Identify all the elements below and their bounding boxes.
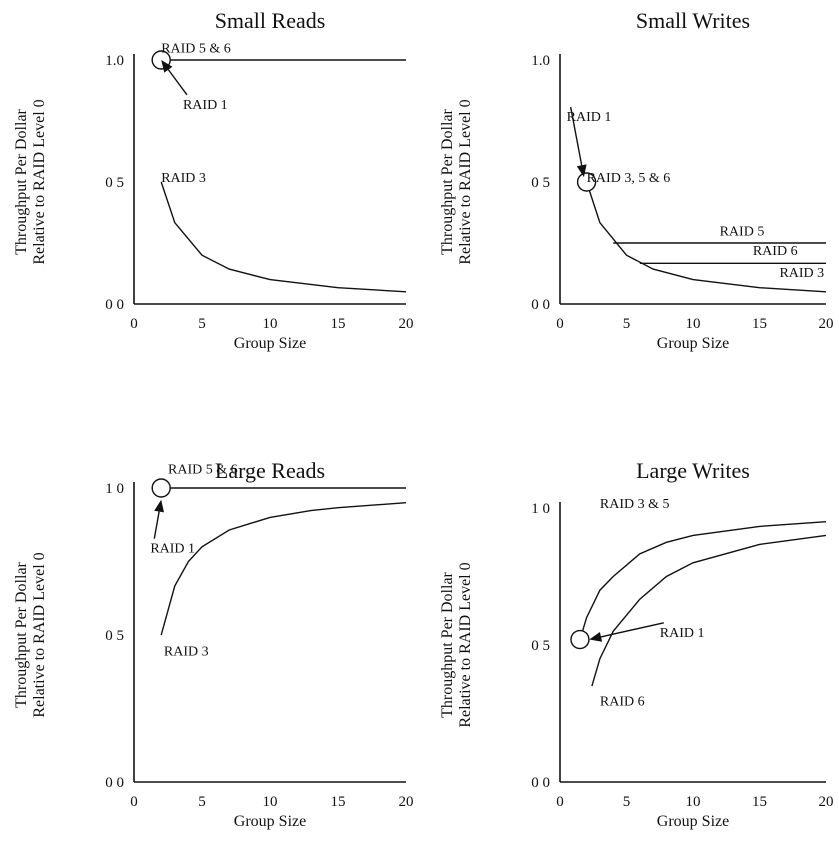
small-reads-chart: Small Reads 0 5 10 15 20 0 0 0 5 1.0 Group Size Th… [13,8,414,352]
chart-title: Large Reads [215,458,325,483]
annotation-arrow-line [600,622,664,638]
annotation-label: RAID 3 [779,266,824,281]
chart-title: Small Writes [636,8,750,33]
annotation-label: RAID 6 [753,244,798,259]
series-line-raid-3-5 [579,521,827,640]
annotation-arrow-head [576,164,587,178]
annotation-label: RAID 5 & 6 [161,42,231,57]
x-tick-label: 15 [331,794,346,810]
y-axis-label-line-2: Relative to RAID Level 0 [457,99,474,264]
x-tick-label: 5 [198,794,206,810]
y-axis-label-line-1: Throughput Per Dollar [13,108,30,254]
x-tick-label: 10 [263,316,278,332]
y-axis-label-line-2: Relative to RAID Level 0 [31,552,48,717]
y-tick-label: 0 0 [105,775,124,791]
x-tick-label: 20 [399,794,414,810]
x-tick-label: 0 [556,316,564,332]
y-tick-label: 0 5 [531,175,550,191]
x-tick-label: 0 [556,794,564,810]
y-tick-label: 1 0 [105,481,124,497]
small-writes-chart: Small Writes 0 5 10 15 20 0 0 0 5 1.0 Group Size T… [439,8,834,352]
y-tick-label: 0 0 [531,775,550,791]
x-tick-label: 10 [686,316,701,332]
y-tick-label: 0 5 [531,638,550,654]
annotation-label: RAID 1 [567,110,612,125]
x-tick-label: 5 [623,794,631,810]
x-tick-label: 20 [819,794,834,810]
y-tick-label: 1 0 [531,501,550,517]
x-tick-label: 10 [686,794,701,810]
series-line-raid-3 [160,502,407,636]
x-tick-label: 10 [263,794,278,810]
annotation-label: RAID 5 [720,225,765,240]
annotation-label: RAID 1 [150,542,195,557]
x-axis-label: Group Size [657,813,729,830]
x-tick-label: 15 [752,316,767,332]
x-axis-label: Group Size [657,335,729,352]
x-tick-label: 20 [399,316,414,332]
chart-title: Small Reads [215,8,326,33]
annotation-arrow-line [153,511,160,539]
y-tick-label: 1.0 [105,53,124,69]
y-axis-label-line-1: Throughput Per Dollar [13,561,30,707]
annotation-arrow-head [154,499,164,513]
x-tick-label: 5 [198,316,206,332]
annotation-arrow-head [589,632,603,642]
x-axis-label: Group Size [234,813,306,830]
annotation-arrow-line [569,106,583,166]
x-tick-label: 15 [331,316,346,332]
y-axis-label-line-2: Relative to RAID Level 0 [31,99,48,264]
annotation-label: RAID 3 & 5 [600,497,670,512]
annotation-label: RAID 1 [183,98,228,113]
series-line-raid-3 [585,181,827,293]
y-tick-label: 0 5 [105,175,124,191]
y-tick-label: 0 0 [531,297,550,313]
raid-1-marker [151,478,171,498]
x-tick-label: 15 [752,794,767,810]
annotation-label: RAID 3 [161,171,206,186]
y-tick-label: 0 0 [105,297,124,313]
annotation-label: RAID 5 & 6 [168,462,238,477]
y-axis-label-line-2: Relative to RAID Level 0 [457,562,474,727]
x-tick-label: 5 [623,316,631,332]
y-axis-label-line-1: Throughput Per Dollar [439,571,456,717]
annotation-arrow-head [161,60,173,73]
x-axis-label: Group Size [234,335,306,352]
series-line-raid-6 [591,534,827,687]
y-tick-label: 1.0 [531,53,550,69]
annotation-label: RAID 3, 5 & 6 [587,171,671,186]
raid-1-marker [576,172,597,192]
y-tick-label: 0 5 [105,628,124,644]
x-tick-label: 0 [130,794,138,810]
annotation-label: RAID 6 [600,694,645,709]
x-tick-label: 0 [130,316,138,332]
raid-1-marker [570,629,590,650]
annotation-arrow-line [167,69,188,96]
annotation-label: RAID 3 [164,645,209,660]
annotation-label: RAID 1 [660,626,705,641]
chart-title: Large Writes [636,458,750,483]
y-axis-label-line-1: Throughput Per Dollar [439,108,456,254]
series-line-raid-3 [160,181,407,293]
x-tick-label: 20 [819,316,834,332]
